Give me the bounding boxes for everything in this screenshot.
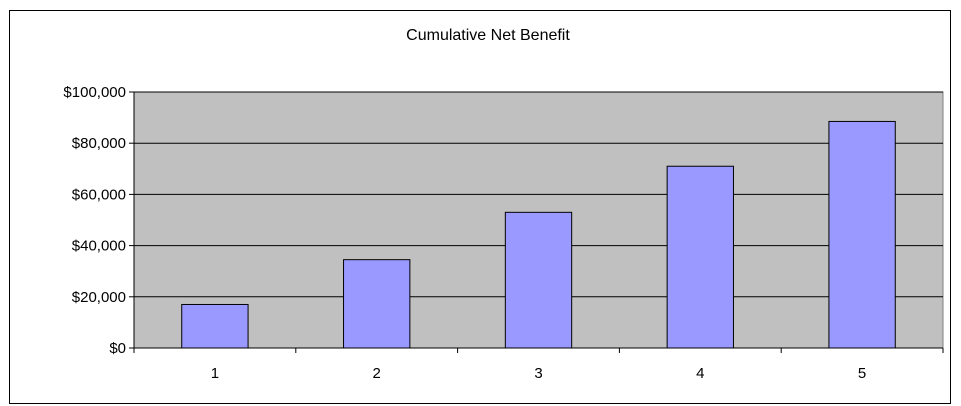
x-tick-label: 4 — [696, 365, 704, 382]
y-tick-label: $60,000 — [72, 186, 126, 203]
bar-5 — [828, 120, 896, 349]
y-tick-label: $40,000 — [72, 238, 126, 255]
axes — [133, 92, 943, 349]
bar-2 — [343, 259, 411, 349]
bar-3 — [504, 211, 573, 349]
x-tick-label: 3 — [534, 365, 542, 382]
y-tick-label: $80,000 — [72, 135, 126, 152]
y-tick-label: $20,000 — [72, 289, 126, 306]
x-tick-labels: 1 2 3 4 5 — [133, 348, 944, 382]
y-tick-label: $100,000 — [63, 84, 126, 101]
y-tick-labels: $0 $20,000 $40,000 $60,000 $80,000 $100,000 — [63, 84, 134, 357]
bar-4 — [666, 165, 734, 349]
x-tick-label: 1 — [211, 365, 219, 382]
bar-1 — [181, 303, 249, 349]
bars — [181, 120, 896, 349]
chart-title: Cumulative Net Benefit — [406, 27, 570, 44]
y-tick-label: $0 — [109, 340, 126, 357]
x-tick-label: 2 — [373, 365, 381, 382]
x-tick-label: 5 — [858, 365, 866, 382]
